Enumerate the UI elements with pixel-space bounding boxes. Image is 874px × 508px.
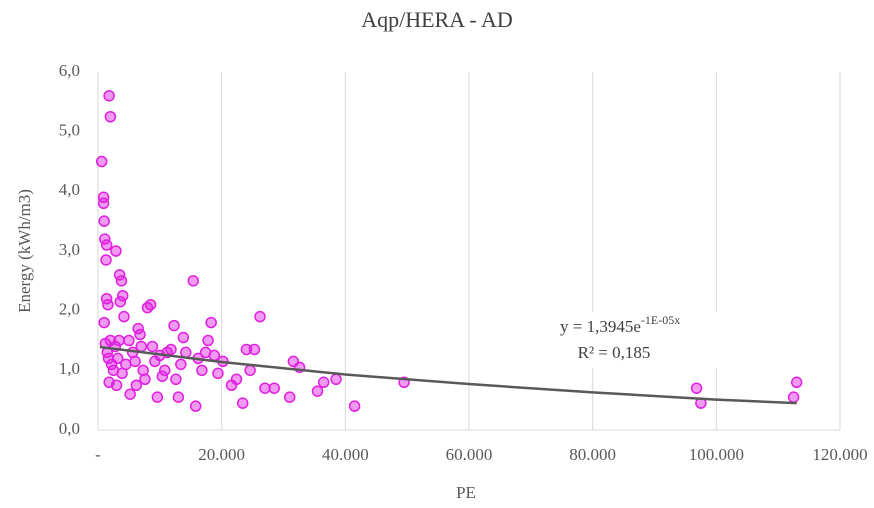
- y-tick-label: 2,0: [59, 300, 80, 319]
- y-tick-label: 1,0: [59, 359, 80, 378]
- x-tick-label: -: [95, 445, 101, 464]
- point: [187, 275, 199, 287]
- point: [348, 400, 361, 412]
- point: [248, 343, 261, 356]
- x-tick-label: 100.000: [689, 445, 744, 464]
- point: [177, 331, 190, 344]
- point: [134, 328, 146, 341]
- point: [244, 364, 256, 377]
- point: [230, 373, 243, 386]
- point: [196, 364, 208, 377]
- point: [170, 373, 182, 386]
- point: [110, 245, 122, 257]
- y-tick-label: 0,0: [59, 419, 80, 438]
- point: [130, 379, 143, 391]
- point: [110, 379, 123, 391]
- trend-equation: y = 1,3945e-1E-05x: [560, 313, 680, 336]
- y-tick-label: 3,0: [59, 240, 80, 259]
- point: [205, 316, 217, 329]
- point: [103, 90, 115, 102]
- point: [268, 382, 280, 394]
- y-tick-label: 4,0: [59, 180, 80, 199]
- point: [212, 367, 224, 380]
- point: [114, 295, 127, 308]
- chart-title: Aqp/HERA - AD: [361, 7, 513, 32]
- point: [116, 290, 129, 302]
- point: [146, 340, 159, 353]
- point: [102, 298, 114, 311]
- point: [240, 343, 253, 356]
- x-tick-label: 20.000: [198, 445, 245, 464]
- point: [236, 397, 249, 409]
- point: [113, 334, 125, 347]
- point: [124, 388, 136, 400]
- trend-equation-exponent: -1E-05x: [641, 313, 680, 327]
- y-axis-label: Energy (kWh/m3): [15, 189, 34, 313]
- point: [168, 319, 180, 332]
- point: [172, 391, 185, 403]
- point: [118, 310, 130, 323]
- x-tick-label: 40.000: [322, 445, 369, 464]
- trendline: [99, 345, 797, 405]
- x-tick-label: 120.000: [812, 445, 867, 464]
- r-squared: R² = 0,185: [578, 343, 651, 362]
- point: [159, 364, 171, 377]
- point: [120, 358, 132, 371]
- point: [787, 391, 800, 403]
- point: [112, 352, 124, 365]
- point: [135, 340, 148, 353]
- point: [95, 155, 108, 168]
- x-tick-label: 80.000: [569, 445, 616, 464]
- x-tick-label: 60.000: [446, 445, 493, 464]
- point: [790, 376, 803, 389]
- point: [690, 382, 703, 394]
- point: [129, 355, 141, 368]
- point: [202, 334, 214, 347]
- point: [100, 239, 113, 251]
- point: [165, 343, 177, 356]
- point: [151, 391, 164, 403]
- point: [115, 275, 128, 287]
- y-tick-label: 6,0: [59, 61, 80, 80]
- point: [139, 373, 151, 386]
- point: [144, 298, 157, 311]
- x-axis-label: PE: [456, 483, 476, 502]
- point: [330, 373, 342, 386]
- point: [98, 215, 110, 227]
- annotation-box: [548, 312, 718, 368]
- point: [123, 334, 135, 347]
- point: [97, 197, 110, 210]
- point: [283, 391, 296, 403]
- y-tick-label: 5,0: [59, 121, 80, 140]
- point: [100, 254, 112, 266]
- point: [175, 358, 187, 371]
- point: [259, 382, 271, 394]
- trend-equation-base: y = 1,3945e: [560, 317, 641, 336]
- point: [98, 316, 110, 329]
- point: [254, 310, 266, 323]
- point: [311, 385, 324, 397]
- point: [317, 376, 330, 389]
- point: [104, 111, 117, 123]
- point: [156, 370, 169, 383]
- point: [189, 400, 202, 412]
